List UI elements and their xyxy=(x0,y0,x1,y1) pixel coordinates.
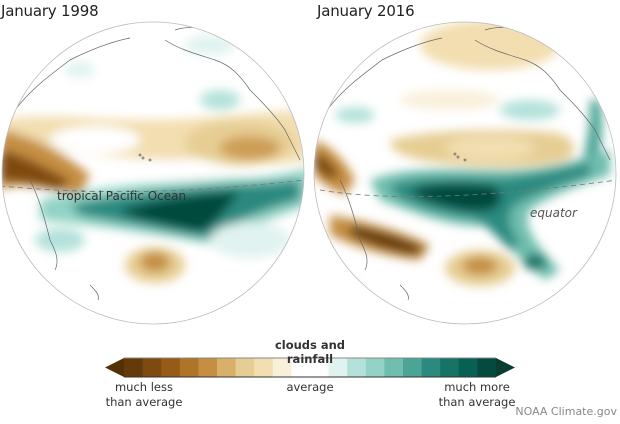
colorbar-label-mid: average xyxy=(286,380,334,394)
globe-2016 xyxy=(314,22,616,324)
label-high-line2: than average xyxy=(438,395,516,409)
globe-outline-2016 xyxy=(313,21,617,325)
equator-line-2016 xyxy=(319,179,616,197)
colorbar-cell xyxy=(365,358,385,377)
colorbar-cell xyxy=(179,358,199,377)
equator-line-1998 xyxy=(2,179,304,193)
colorbar-cell xyxy=(254,358,274,377)
colorbar-cell xyxy=(440,358,460,377)
colorbar-cell xyxy=(217,358,237,377)
colorbar-cell xyxy=(328,358,348,377)
panel-title-2016: January 2016 xyxy=(317,2,415,20)
label-low-line2: than average xyxy=(105,395,183,409)
colorbar-cell xyxy=(384,358,404,377)
colorbar-cell xyxy=(477,358,497,377)
colorbar-cell xyxy=(161,358,181,377)
label-high-line1: much more xyxy=(444,380,510,394)
colorbar-cell xyxy=(347,358,367,377)
colorbar-arrow-left xyxy=(105,358,124,377)
label-low-line1: much less xyxy=(114,380,173,394)
colorbar-label-low: much less than average xyxy=(104,380,184,410)
annotation-equator: equator xyxy=(530,206,578,220)
globe-1998 xyxy=(2,22,304,324)
colorbar-title: clouds and rainfall xyxy=(274,338,346,366)
credit-text: NOAA Climate.gov xyxy=(515,405,617,418)
colorbar-cell xyxy=(198,358,218,377)
colorbar-cell xyxy=(310,358,330,377)
colorbar-arrow-right xyxy=(496,358,515,377)
colorbar-cell xyxy=(403,358,423,377)
globe-outline-1998 xyxy=(1,21,305,325)
colorbar-cell xyxy=(421,358,441,377)
colorbar-label-high: much more than average xyxy=(437,380,517,410)
panel-title-1998: January 1998 xyxy=(1,2,99,20)
colorbar-cell xyxy=(272,358,292,377)
colorbar xyxy=(105,357,515,378)
colorbar-cell xyxy=(458,358,478,377)
colorbar-cell xyxy=(235,358,255,377)
colorbar-cell xyxy=(291,358,311,377)
colorbar-cell xyxy=(142,358,162,377)
colorbar-cell xyxy=(124,358,144,377)
annotation-tropical-pacific: tropical Pacific Ocean xyxy=(57,189,186,203)
